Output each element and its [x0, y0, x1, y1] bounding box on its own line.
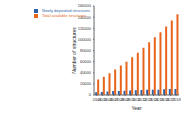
svg-text:2018: 2018 [172, 97, 177, 102]
svg-text:80000: 80000 [80, 48, 92, 53]
svg-text:0: 0 [89, 92, 92, 97]
svg-text:20000: 20000 [80, 81, 92, 86]
svg-text:140000: 140000 [78, 15, 92, 20]
svg-text:60000: 60000 [80, 59, 92, 64]
svg-text:Year: Year [131, 105, 141, 111]
svg-text:160000: 160000 [78, 3, 92, 8]
svg-text:100000: 100000 [78, 37, 92, 42]
svg-text:40000: 40000 [80, 70, 92, 75]
svg-text:Number of structures: Number of structures [71, 27, 77, 74]
svg-text:120000: 120000 [78, 26, 92, 31]
